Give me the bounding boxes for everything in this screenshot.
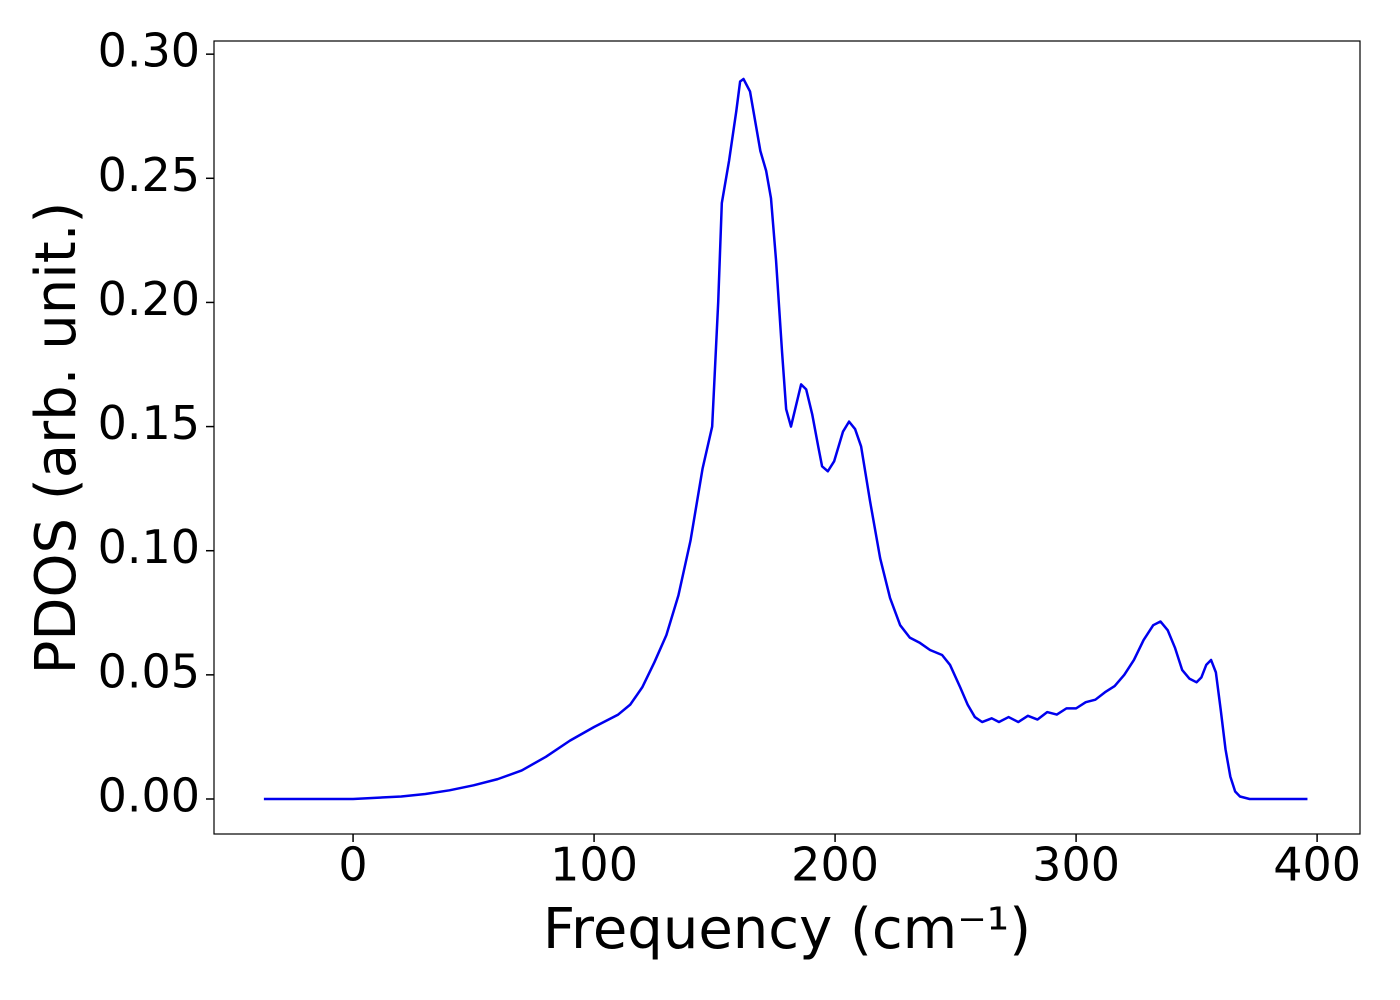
- y-tick-label: 0.05: [98, 644, 200, 698]
- plot-frame: [213, 40, 1361, 835]
- x-tick-label: 200: [791, 838, 879, 892]
- y-tick-label: 0.20: [98, 272, 200, 326]
- y-tick-label: 0.10: [98, 520, 200, 574]
- y-tick-label: 0.15: [98, 396, 200, 450]
- x-tick-label: 300: [1032, 838, 1120, 892]
- line: [263, 77, 1308, 801]
- y-axis-label: PDOS (arb. unit.): [24, 202, 89, 675]
- y-tick-label: 0.00: [98, 768, 200, 822]
- y-tick-label: 0.30: [98, 24, 200, 78]
- x-axis-label: Frequency (cm⁻¹): [543, 897, 1031, 962]
- x-tick-label: 0: [338, 838, 367, 892]
- x-tick-label: 100: [550, 838, 638, 892]
- y-tick-label: 0.25: [98, 148, 200, 202]
- x-tick-label: 400: [1273, 838, 1361, 892]
